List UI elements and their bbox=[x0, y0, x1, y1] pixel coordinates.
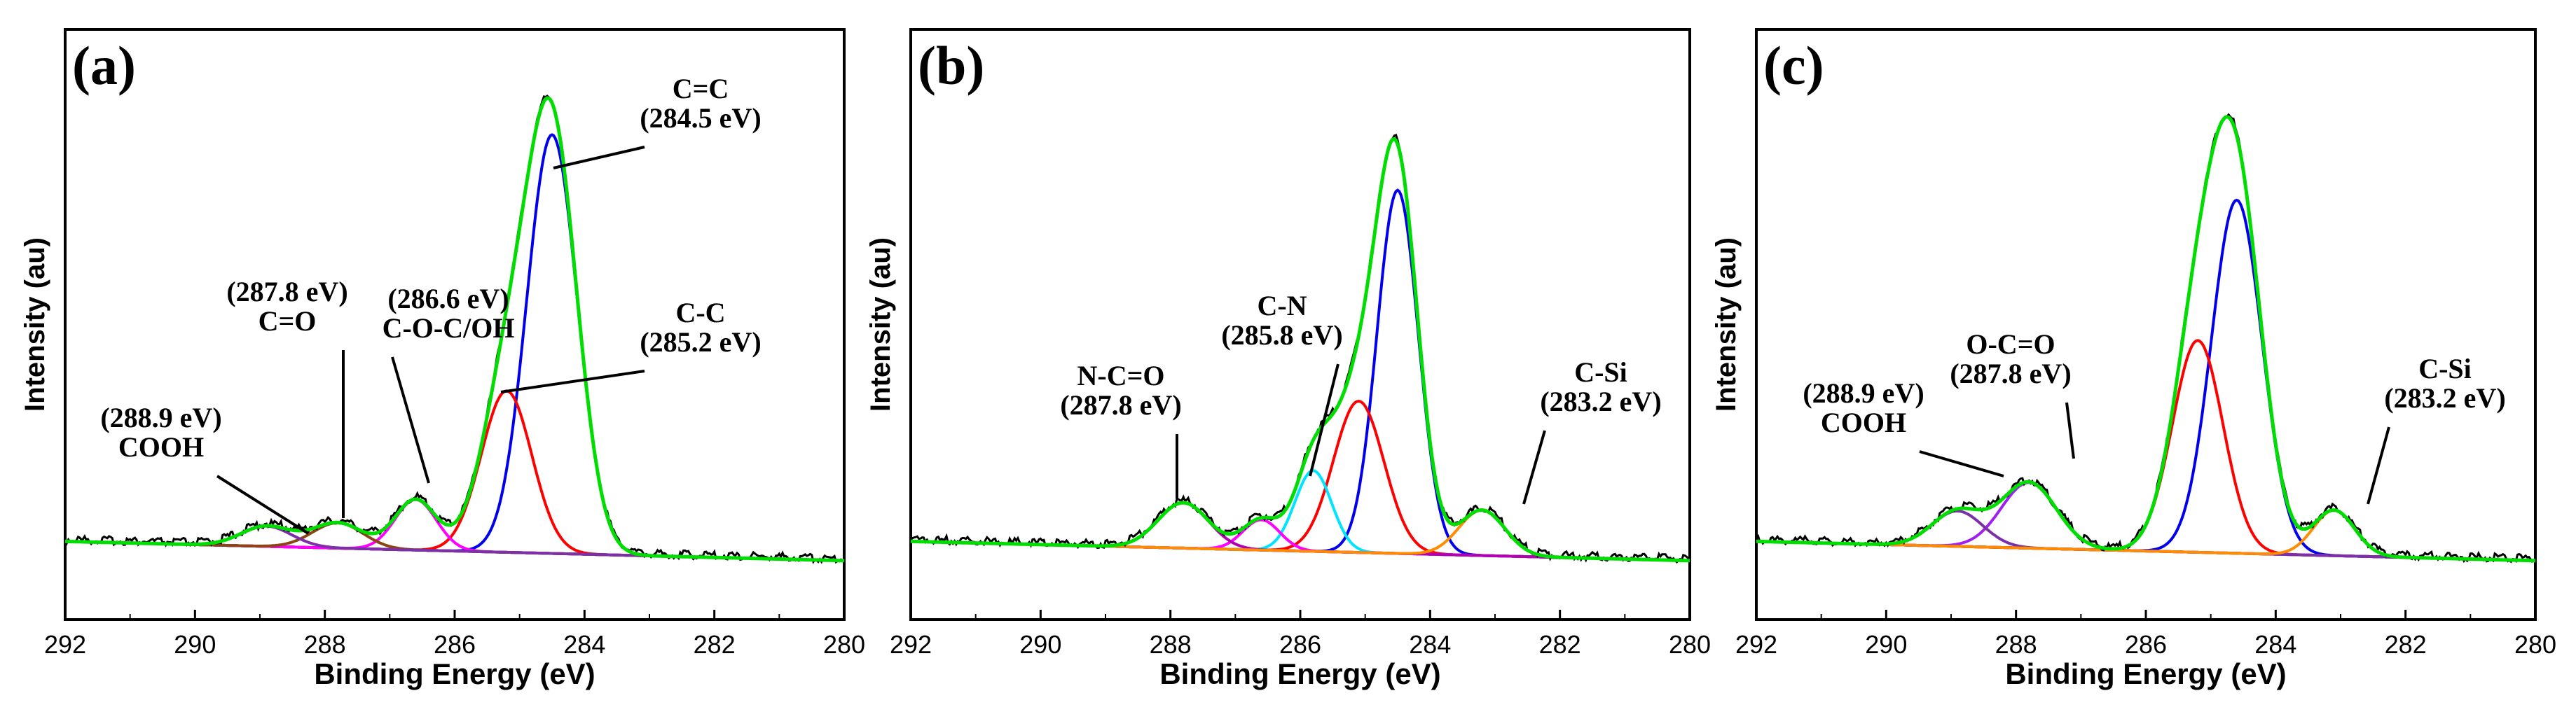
annotation-leader bbox=[2065, 402, 2075, 459]
panel-b: 292 290 288 286 284 282 280 Binding Energy (eV)… bbox=[865, 28, 1711, 690]
x-tick-label: 282 bbox=[2385, 630, 2427, 659]
annotation-label: C-Si bbox=[2418, 353, 2472, 384]
annotation-label: (288.9 eV) bbox=[1803, 377, 1924, 409]
peak-c-si bbox=[1756, 508, 2535, 562]
annotation-label: (288.9 eV) bbox=[100, 402, 221, 433]
x-tick-label: 286 bbox=[1279, 630, 1321, 659]
peak-cooh bbox=[1756, 510, 2535, 562]
x-tick-label: 288 bbox=[304, 630, 346, 659]
panel-label: (a) bbox=[72, 35, 136, 96]
annotation-label: (283.2 eV) bbox=[2384, 382, 2505, 414]
x-tick-label: 290 bbox=[174, 630, 216, 659]
x-tick-label: 282 bbox=[1539, 630, 1581, 659]
panel-a: 292 290 288 286 284 282 280 Binding Energy (eV)… bbox=[20, 28, 865, 690]
annotation-label: C-N bbox=[1257, 290, 1307, 321]
annotation-label: (283.2 eV) bbox=[1540, 386, 1661, 417]
annotation-leader bbox=[553, 146, 645, 169]
x-tick-label: 280 bbox=[1669, 630, 1711, 659]
x-tick-label: 290 bbox=[1865, 630, 1907, 659]
y-axis-label: Intensity (au) bbox=[1711, 237, 1742, 412]
annotation-label: C=O bbox=[259, 305, 317, 337]
annotation-leader bbox=[1919, 450, 2004, 477]
x-tick-label: 290 bbox=[1019, 630, 1061, 659]
annotation-label: (287.8 eV) bbox=[1950, 358, 2071, 389]
annotation-label: C-Si bbox=[1574, 356, 1627, 388]
annotation-leader bbox=[391, 356, 430, 484]
x-tick-label: 288 bbox=[1150, 630, 1192, 659]
x-tick-label: 292 bbox=[44, 630, 86, 659]
x-tick-label: 286 bbox=[434, 630, 476, 659]
annotation-leader bbox=[2367, 426, 2390, 505]
x-tick-label: 282 bbox=[694, 630, 736, 659]
annotation-label: N-C=O bbox=[1077, 360, 1165, 391]
annotation-label: (284.5 eV) bbox=[640, 102, 761, 134]
x-tick-label: 284 bbox=[2254, 630, 2296, 659]
annotation-label: C=C bbox=[673, 73, 729, 104]
x-tick-label: 288 bbox=[1995, 630, 2037, 659]
annotation-label: C-O-C/OH bbox=[383, 312, 515, 344]
annotation-label: COOH bbox=[1821, 407, 1906, 438]
y-axis-label: Intensity (au) bbox=[865, 237, 896, 412]
panel-label: (b) bbox=[918, 35, 984, 96]
x-tick-label: 280 bbox=[823, 630, 865, 659]
annotation-label: (287.8 eV) bbox=[226, 276, 347, 307]
annotation-label: COOH bbox=[118, 431, 204, 463]
annotation-label: (287.8 eV) bbox=[1060, 389, 1181, 421]
panel-c: 292 290 288 286 284 282 280 Binding Energy (eV)… bbox=[1711, 28, 2556, 690]
annotation-label: (285.2 eV) bbox=[640, 326, 761, 358]
peak-c-c bbox=[910, 188, 1690, 562]
annotation-leader bbox=[216, 475, 310, 535]
annotation-leader bbox=[1522, 430, 1546, 505]
series-fitted-envelope bbox=[910, 137, 1690, 563]
annotation-label: C-C bbox=[675, 297, 725, 328]
annotation-leader bbox=[1309, 363, 1339, 477]
annotation-leader bbox=[500, 370, 645, 393]
series-fitted-envelope bbox=[64, 96, 844, 563]
y-axis-label: Intensity (au) bbox=[20, 237, 50, 412]
annotation-label: (285.8 eV) bbox=[1221, 319, 1342, 351]
x-tick-label: 284 bbox=[1409, 630, 1451, 659]
x-axis-label: Binding Energy (eV) bbox=[314, 657, 595, 690]
panel-label: (c) bbox=[1763, 35, 1824, 96]
x-tick-label: 286 bbox=[2125, 630, 2167, 659]
x-tick-label: 284 bbox=[563, 630, 605, 659]
annotation-label: O-C=O bbox=[1966, 328, 2055, 360]
series-fitted-envelope bbox=[1756, 115, 2535, 563]
x-axis-label: Binding Energy (eV) bbox=[1159, 657, 1440, 690]
plot-frame bbox=[1755, 28, 2537, 621]
x-tick-label: 280 bbox=[2514, 630, 2556, 659]
series-experimental bbox=[1756, 113, 2536, 564]
x-tick-label: 292 bbox=[890, 630, 932, 659]
x-axis-label: Binding Energy (eV) bbox=[2005, 657, 2286, 690]
x-tick-label: 292 bbox=[1735, 630, 1777, 659]
annotation-label: (286.6 eV) bbox=[387, 283, 509, 314]
peak-c-c bbox=[910, 399, 1690, 562]
